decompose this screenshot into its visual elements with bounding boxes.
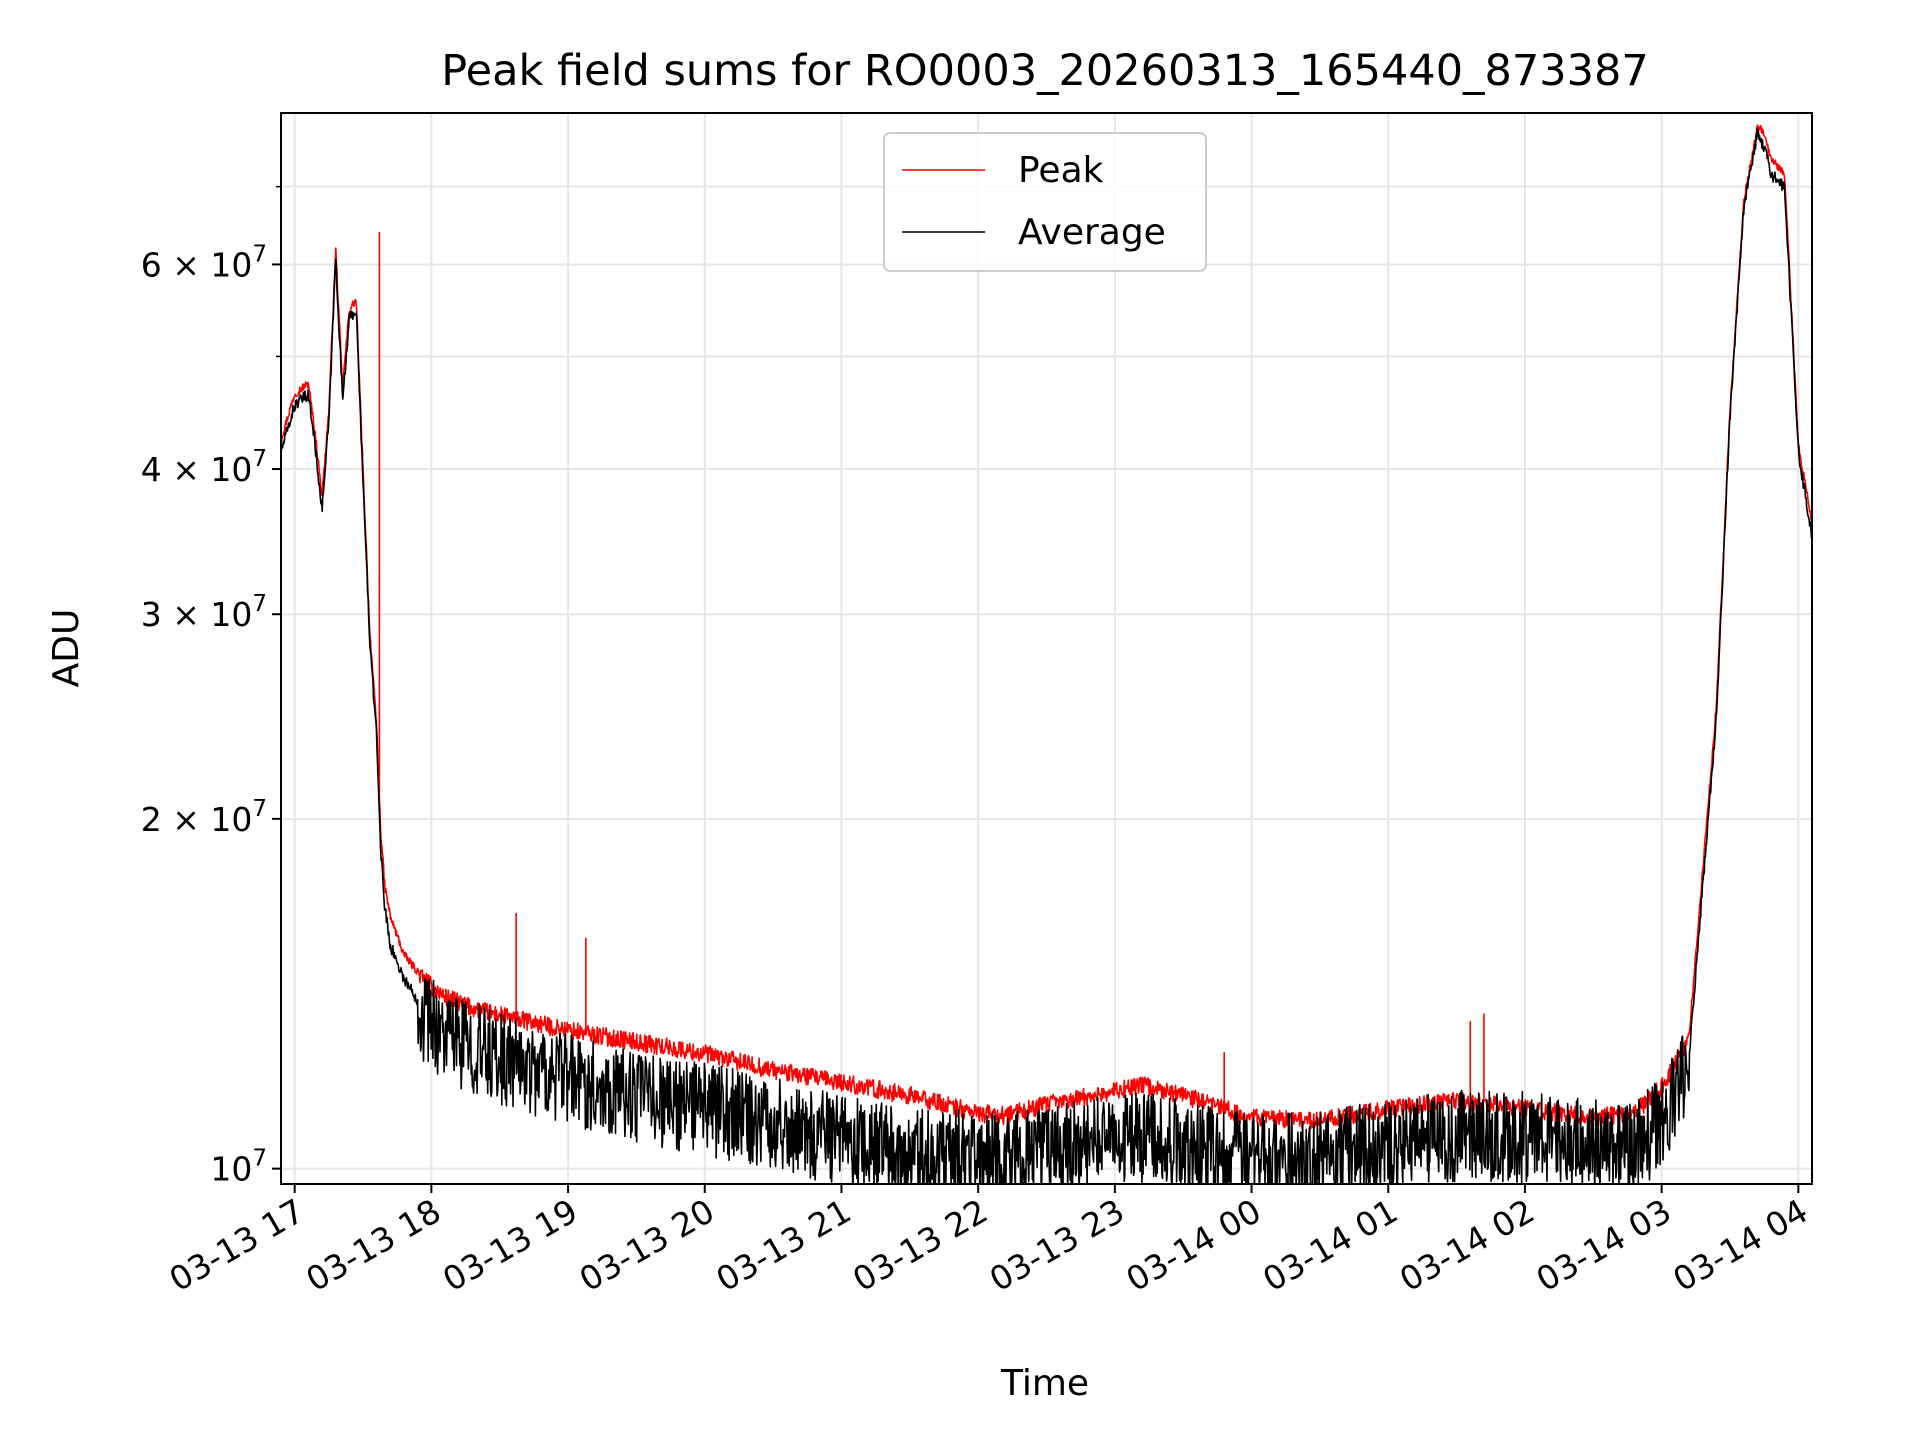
plot-frame (280, 112, 1813, 1185)
chart-title: Peak field sums for RO0003_20260313_1654… (441, 46, 1648, 96)
series-lines (281, 124, 1812, 1184)
legend: Peak Average (883, 132, 1207, 272)
y-tick-label: 4 × 107 (141, 446, 267, 489)
series-line-average (281, 127, 1812, 1184)
y-tick-label: 2 × 107 (141, 796, 267, 839)
legend-label-average: Average (1018, 212, 1166, 253)
y-axis: 107 2 × 107 3 × 107 4 × 107 6 × 107 (141, 185, 281, 1189)
y-tick-label: 3 × 107 (141, 591, 267, 634)
legend-label-peak: Peak (1018, 150, 1104, 191)
legend-box (883, 132, 1207, 272)
y-tick-label: 107 (210, 1146, 267, 1189)
y-tick-label: 6 × 107 (141, 241, 267, 284)
grid (281, 113, 1812, 1184)
y-axis-label: ADU (46, 609, 87, 688)
x-axis-label: Time (1000, 1363, 1089, 1404)
